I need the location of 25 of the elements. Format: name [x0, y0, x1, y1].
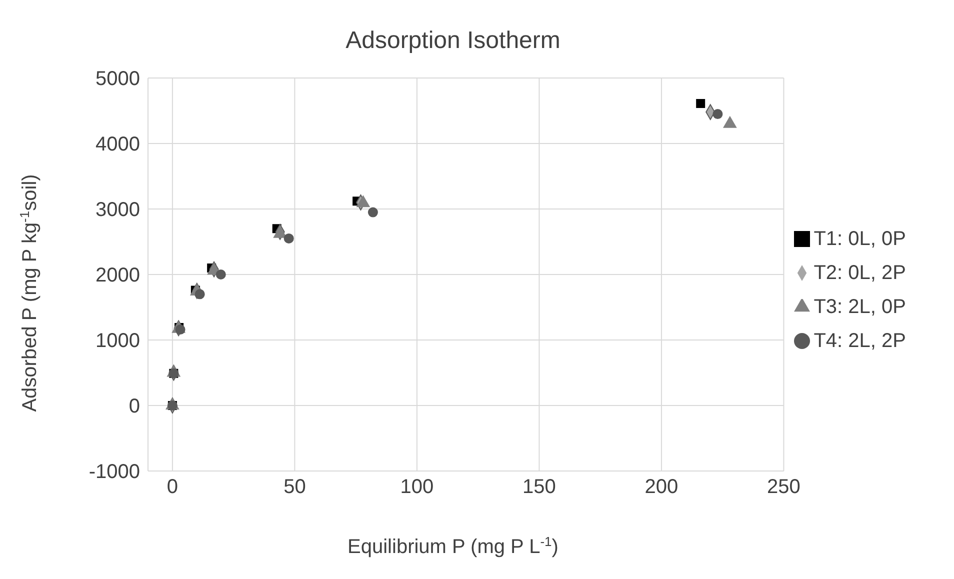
- x-axis-title: Equilibrium P (mg P L$^{-1}$): [348, 534, 558, 558]
- point: [696, 99, 706, 108]
- y-tick-label: -1000: [88, 461, 140, 484]
- y-tick-label: 0: [128, 396, 140, 418]
- y-tick-label: 2000: [96, 264, 140, 287]
- y-tick-label: 1000: [96, 330, 140, 352]
- x-tick-label: 50: [284, 476, 306, 498]
- point: [284, 233, 294, 244]
- point: [194, 289, 205, 300]
- point: [712, 109, 723, 120]
- chart-title: Adsorption Isotherm: [346, 27, 560, 54]
- legend-label: T1: 0L, 0P: [814, 228, 906, 250]
- legend-label: T2: 0L, 2P: [814, 262, 906, 284]
- legend-label: T4: 2L, 2P: [814, 330, 906, 352]
- y-tick-label: 5000: [96, 68, 140, 90]
- point: [216, 269, 226, 280]
- point: [368, 207, 378, 218]
- x-tick-label: 0: [166, 476, 178, 498]
- x-tick-label: 150: [522, 476, 556, 498]
- x-tick-label: 100: [400, 476, 434, 498]
- x-tick-label: 250: [767, 476, 800, 498]
- y-tick-label: 3000: [96, 199, 140, 222]
- x-tick-label: 200: [644, 476, 678, 498]
- legend-label: T3: 2L, 0P: [814, 296, 906, 318]
- y-tick-label: 4000: [96, 134, 140, 156]
